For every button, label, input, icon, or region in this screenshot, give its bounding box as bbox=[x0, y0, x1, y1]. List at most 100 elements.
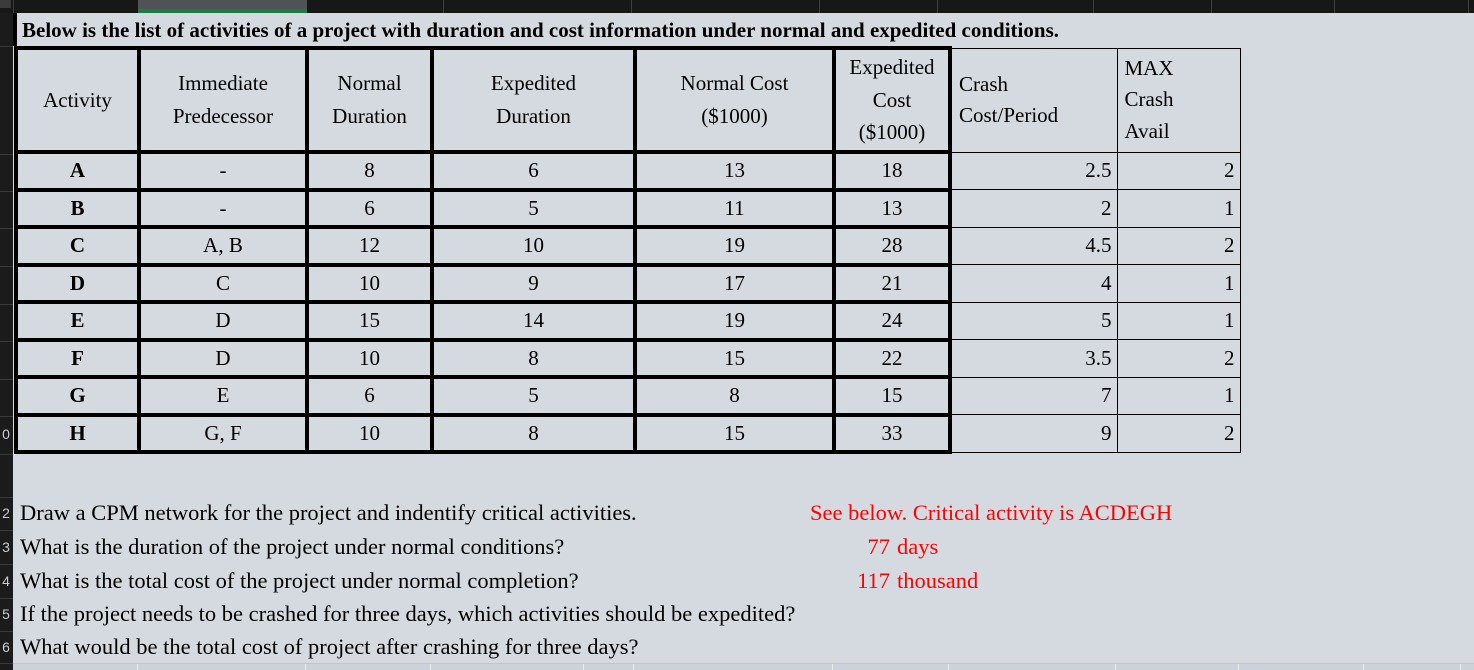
cell-expedited-cost[interactable]: 18 bbox=[832, 150, 952, 192]
gridline bbox=[1460, 664, 1461, 670]
cell-max-crash[interactable]: 1 bbox=[1116, 301, 1241, 340]
cell-crash-cost[interactable]: 3.5 bbox=[949, 339, 1118, 378]
cell-normal-cost[interactable]: 15 bbox=[633, 412, 836, 454]
cell-activity[interactable]: H bbox=[14, 412, 141, 454]
cell-crash-cost[interactable]: 4.5 bbox=[949, 226, 1118, 265]
cell-normal-cost[interactable]: 19 bbox=[633, 300, 836, 342]
cell-normal-duration[interactable]: 6 bbox=[305, 187, 434, 229]
cell-crash-cost[interactable]: 4 bbox=[949, 264, 1118, 303]
cell-expedited-cost[interactable]: 24 bbox=[832, 300, 952, 342]
table-header-row: Activity Immediate Predecessor Normal Du… bbox=[14, 46, 1241, 154]
cell-expedited-cost[interactable]: 21 bbox=[832, 262, 952, 304]
answer-cost-unit[interactable]: thousand bbox=[897, 568, 979, 593]
col-header-normal-duration[interactable]: Normal Duration bbox=[305, 46, 434, 154]
row-divider bbox=[0, 631, 13, 632]
row-divider bbox=[0, 154, 13, 155]
cell-activity[interactable]: G bbox=[14, 375, 141, 417]
page-title[interactable]: Below is the list of activities of a pro… bbox=[22, 18, 1059, 42]
col-header-max-crash-avail[interactable]: MAX Crash Avail bbox=[1116, 47, 1241, 153]
cell-expedited-duration[interactable]: 14 bbox=[430, 300, 637, 342]
cell-max-crash[interactable]: 1 bbox=[1116, 189, 1241, 228]
col-header-immediate-predecessor[interactable]: Immediate Predecessor bbox=[137, 46, 309, 154]
cell-predecessor[interactable]: - bbox=[137, 187, 309, 229]
row-divider bbox=[0, 530, 13, 531]
select-all-corner[interactable] bbox=[0, 0, 11, 8]
question-3[interactable]: What is the total cost of the project un… bbox=[20, 568, 579, 593]
cell-max-crash[interactable]: 2 bbox=[1116, 414, 1241, 453]
cell-crash-cost[interactable]: 2.5 bbox=[949, 151, 1118, 190]
cell-normal-duration[interactable]: 12 bbox=[305, 225, 434, 267]
col-header-activity[interactable]: Activity bbox=[14, 46, 141, 154]
row-divider bbox=[0, 416, 13, 417]
cell-normal-cost[interactable]: 13 bbox=[633, 150, 836, 192]
row-number: 5 bbox=[2, 606, 10, 622]
cell-predecessor[interactable]: A, B bbox=[137, 225, 309, 267]
question-2[interactable]: What is the duration of the project unde… bbox=[20, 534, 565, 559]
gridline bbox=[137, 664, 138, 670]
col-header-crash-cost-period[interactable]: Crash Cost/Period bbox=[949, 47, 1118, 153]
col-header-normal-cost[interactable]: Normal Cost ($1000) bbox=[633, 46, 836, 154]
gridline bbox=[832, 664, 833, 670]
cell-activity[interactable]: F bbox=[14, 337, 141, 379]
cell-normal-duration[interactable]: 8 bbox=[305, 150, 434, 192]
cell-expedited-cost[interactable]: 33 bbox=[832, 412, 952, 454]
cell-expedited-duration[interactable]: 5 bbox=[430, 187, 637, 229]
cell-normal-cost[interactable]: 8 bbox=[633, 375, 836, 417]
cell-activity[interactable]: B bbox=[14, 187, 141, 229]
row-divider bbox=[0, 46, 13, 47]
cell-normal-duration[interactable]: 10 bbox=[305, 262, 434, 304]
cell-expedited-cost[interactable]: 22 bbox=[832, 337, 952, 379]
cell-max-crash[interactable]: 1 bbox=[1116, 376, 1241, 415]
cell-predecessor[interactable]: G, F bbox=[137, 412, 309, 454]
cell-max-crash[interactable]: 1 bbox=[1116, 264, 1241, 303]
cell-normal-duration[interactable]: 10 bbox=[305, 412, 434, 454]
cell-normal-duration[interactable]: 10 bbox=[305, 337, 434, 379]
gridline bbox=[633, 664, 634, 670]
cell-activity[interactable]: D bbox=[14, 262, 141, 304]
row-divider bbox=[0, 663, 13, 664]
cell-crash-cost[interactable]: 5 bbox=[949, 301, 1118, 340]
row-header-bar[interactable]: 0 2 3 4 5 6 bbox=[0, 13, 13, 670]
answer-duration-unit[interactable]: days bbox=[897, 534, 939, 559]
cell-predecessor[interactable]: D bbox=[137, 300, 309, 342]
question-5[interactable]: What would be the total cost of project … bbox=[20, 634, 639, 659]
cell-expedited-cost[interactable]: 28 bbox=[832, 225, 952, 267]
cell-expedited-duration[interactable]: 10 bbox=[430, 225, 637, 267]
col-header-expedited-duration[interactable]: Expedited Duration bbox=[430, 46, 637, 154]
cell-normal-duration[interactable]: 6 bbox=[305, 375, 434, 417]
cell-activity[interactable]: C bbox=[14, 225, 141, 267]
cell-expedited-cost[interactable]: 15 bbox=[832, 375, 952, 417]
cell-predecessor[interactable]: C bbox=[137, 262, 309, 304]
cell-expedited-duration[interactable]: 9 bbox=[430, 262, 637, 304]
cell-expedited-duration[interactable]: 5 bbox=[430, 375, 637, 417]
cell-crash-cost[interactable]: 2 bbox=[949, 189, 1118, 228]
question-4[interactable]: If the project needs to be crashed for t… bbox=[20, 601, 796, 626]
cell-normal-duration[interactable]: 15 bbox=[305, 300, 434, 342]
cell-expedited-cost[interactable]: 13 bbox=[832, 187, 952, 229]
cell-normal-cost[interactable]: 11 bbox=[633, 187, 836, 229]
answer-cost-value[interactable]: 117 bbox=[857, 568, 890, 593]
selected-column-header[interactable] bbox=[138, 0, 307, 13]
answer-duration-value[interactable]: 77 bbox=[867, 534, 891, 559]
answer-critical-path[interactable]: See below. Critical activity is ACDEGH bbox=[810, 500, 1173, 525]
question-1[interactable]: Draw a CPM network for the project and i… bbox=[20, 500, 637, 525]
cell-expedited-duration[interactable]: 8 bbox=[430, 337, 637, 379]
table-row: A - 8 6 13 18 2.5 2 bbox=[14, 150, 1241, 192]
cell-expedited-duration[interactable]: 8 bbox=[430, 412, 637, 454]
cell-normal-cost[interactable]: 15 bbox=[633, 337, 836, 379]
cell-predecessor[interactable]: - bbox=[137, 150, 309, 192]
cell-predecessor[interactable]: E bbox=[137, 375, 309, 417]
cell-max-crash[interactable]: 2 bbox=[1116, 151, 1241, 190]
cell-predecessor[interactable]: D bbox=[137, 337, 309, 379]
col-header-expedited-cost[interactable]: Expedited Cost ($1000) bbox=[832, 46, 952, 154]
cell-expedited-duration[interactable]: 6 bbox=[430, 150, 637, 192]
row-divider bbox=[0, 564, 13, 565]
cell-activity[interactable]: E bbox=[14, 300, 141, 342]
cell-max-crash[interactable]: 2 bbox=[1116, 339, 1241, 378]
cell-normal-cost[interactable]: 17 bbox=[633, 262, 836, 304]
cell-activity[interactable]: A bbox=[14, 150, 141, 192]
cell-crash-cost[interactable]: 7 bbox=[949, 376, 1118, 415]
cell-crash-cost[interactable]: 9 bbox=[949, 414, 1118, 453]
cell-max-crash[interactable]: 2 bbox=[1116, 226, 1241, 265]
cell-normal-cost[interactable]: 19 bbox=[633, 225, 836, 267]
